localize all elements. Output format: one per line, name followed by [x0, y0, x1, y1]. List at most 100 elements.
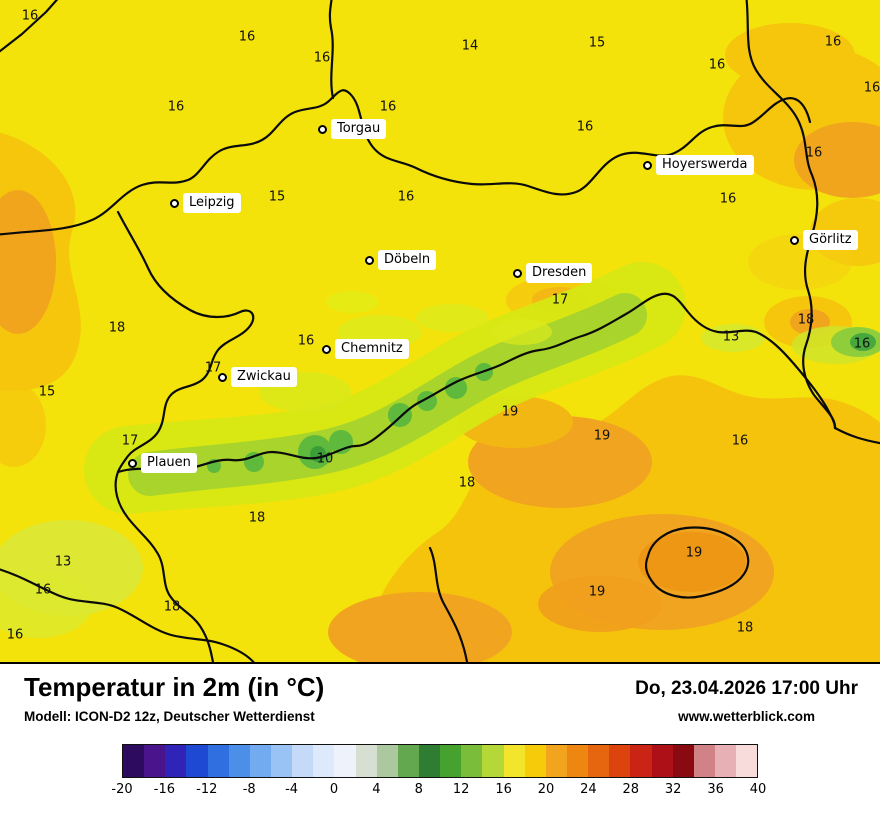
- city-marker-dbeln: Döbeln: [365, 250, 437, 270]
- legend-ticks: -20 -16 -12 -8 -4 0 4 8 12 16 20 24 28 32 36 40: [111, 782, 766, 800]
- left-column: Temperatur in 2m (in °C) Modell: ICON-D2…: [24, 673, 324, 725]
- city-dot-icon: [513, 268, 522, 278]
- city-dot-icon: [790, 235, 799, 245]
- legend-tick-label: 8: [414, 782, 423, 798]
- city-marker-torgau: Torgau: [318, 119, 387, 139]
- legend-tick-label: -4: [285, 782, 299, 798]
- model-info: Modell: ICON-D2 12z, Deutscher Wetterdie…: [24, 709, 315, 725]
- temperature-reading: 17: [204, 360, 222, 376]
- legend-tick-label: 36: [707, 782, 724, 798]
- legend-tick-label: 28: [622, 782, 640, 798]
- info-panel: Temperatur in 2m (in °C) Modell: ICON-D2…: [0, 662, 880, 830]
- legend-cell: [418, 745, 441, 778]
- temperature-reading: 18: [736, 620, 754, 636]
- city-label: Chemnitz: [335, 339, 409, 359]
- map-svg: [0, 0, 880, 662]
- legend-cell: [630, 745, 652, 778]
- temperature-reading: 16: [731, 433, 749, 449]
- legend-cell: [651, 745, 673, 778]
- temperature-legend: -20 -16 -12 -8 -4 0 4 8 12 16 20 24 28 32 36 40: [111, 744, 766, 800]
- legend-cell: [355, 745, 377, 778]
- temperature-reading: 16: [379, 99, 397, 115]
- legend-tick-label: 24: [580, 782, 597, 798]
- legend-cell: [588, 745, 610, 778]
- legend-cell: [207, 745, 229, 778]
- temperature-reading: 18: [797, 312, 815, 328]
- city-marker-zwickau: Zwickau: [218, 367, 297, 387]
- temperature-reading: 16: [21, 8, 39, 24]
- city-dot-icon: [365, 255, 374, 265]
- legend-cell: [503, 745, 525, 778]
- temperature-reading: 16: [297, 333, 315, 349]
- legend-cell: [249, 745, 271, 778]
- temperature-reading: 17: [121, 433, 139, 449]
- city-dot-icon: [170, 198, 179, 208]
- legend-cell: [736, 745, 758, 778]
- legend-cell: [292, 745, 314, 778]
- legend-tick-label: -8: [242, 782, 256, 798]
- temperature-reading: 16: [805, 145, 823, 161]
- temperature-reading: 16: [824, 34, 842, 50]
- temperature-reading: 19: [685, 545, 703, 561]
- legend-cell: [545, 745, 567, 778]
- legend-cell: [566, 745, 589, 778]
- legend-cell: [482, 745, 504, 778]
- legend-cell: [123, 745, 145, 778]
- legend-cell: [334, 745, 356, 778]
- city-label: Zwickau: [231, 367, 297, 387]
- legend-cell: [376, 745, 398, 778]
- city-label: Leipzig: [183, 193, 241, 213]
- legend-cell: [144, 745, 166, 778]
- legend-cell: [524, 745, 546, 778]
- temperature-reading: 16: [313, 50, 331, 66]
- temperature-reading: 13: [722, 329, 740, 345]
- city-label: Hoyerswerda: [656, 155, 754, 175]
- city-marker-dresden: Dresden: [513, 263, 593, 283]
- city-marker-grlitz: Görlitz: [790, 230, 858, 250]
- temperature-reading: 16: [863, 80, 880, 96]
- city-marker-hoyerswerda: Hoyerswerda: [643, 155, 754, 175]
- legend-tick-label: -20: [111, 782, 133, 798]
- temperature-reading: 16: [576, 119, 594, 135]
- temperature-reading: 16: [708, 57, 726, 73]
- legend-cell: [270, 745, 293, 778]
- temperature-reading: 10: [316, 451, 334, 467]
- temperature-reading: 19: [501, 404, 519, 420]
- legend-tick-label: -16: [153, 782, 176, 798]
- city-marker-plauen: Plauen: [128, 453, 197, 473]
- panel-header: Temperatur in 2m (in °C) Modell: ICON-D2…: [0, 664, 880, 724]
- legend-cell: [313, 745, 335, 778]
- city-marker-leipzig: Leipzig: [170, 193, 241, 213]
- temperature-map: 16 16 14 15 16 16 16 16 16 16 16 16 15 16 16 17 18 16 13 18…: [0, 0, 880, 662]
- city-label: Torgau: [331, 119, 387, 139]
- city-label: Dresden: [526, 263, 593, 283]
- temperature-reading: 18: [163, 599, 181, 615]
- legend-cell: [440, 745, 462, 778]
- legend-tick-label: 0: [329, 782, 339, 798]
- legend-tick-label: 16: [495, 782, 512, 798]
- temperature-reading: 13: [54, 554, 72, 570]
- city-label: Plauen: [141, 453, 197, 473]
- temperature-reading: 16: [34, 582, 52, 598]
- temperature-reading: 18: [458, 475, 476, 491]
- legend-tick-label: 20: [537, 782, 555, 798]
- city-label: Görlitz: [803, 230, 858, 250]
- legend-tick-label: 4: [372, 782, 381, 798]
- temperature-reading: 16: [6, 627, 24, 643]
- city-dot-icon: [318, 124, 327, 134]
- city-marker-chemnitz: Chemnitz: [322, 339, 409, 359]
- right-column: Do, 23.04.2026 17:00 Uhr www.wetterblick…: [635, 674, 858, 724]
- temperature-reading: 18: [108, 320, 126, 336]
- legend-cell: [165, 745, 187, 778]
- temperature-reading: 15: [588, 35, 606, 51]
- temperature-reading: 16: [238, 29, 256, 45]
- legend-tick-label: 40: [749, 782, 767, 798]
- legend-cell: [609, 745, 631, 778]
- legend-tick-label: 12: [452, 782, 470, 798]
- temperature-reading: 18: [248, 510, 266, 526]
- temperature-reading: 16: [167, 99, 185, 115]
- temperature-reading: 17: [551, 292, 569, 308]
- city-dot-icon: [218, 372, 227, 382]
- website-url: www.wetterblick.com: [678, 709, 815, 724]
- temperature-reading: 19: [588, 584, 606, 600]
